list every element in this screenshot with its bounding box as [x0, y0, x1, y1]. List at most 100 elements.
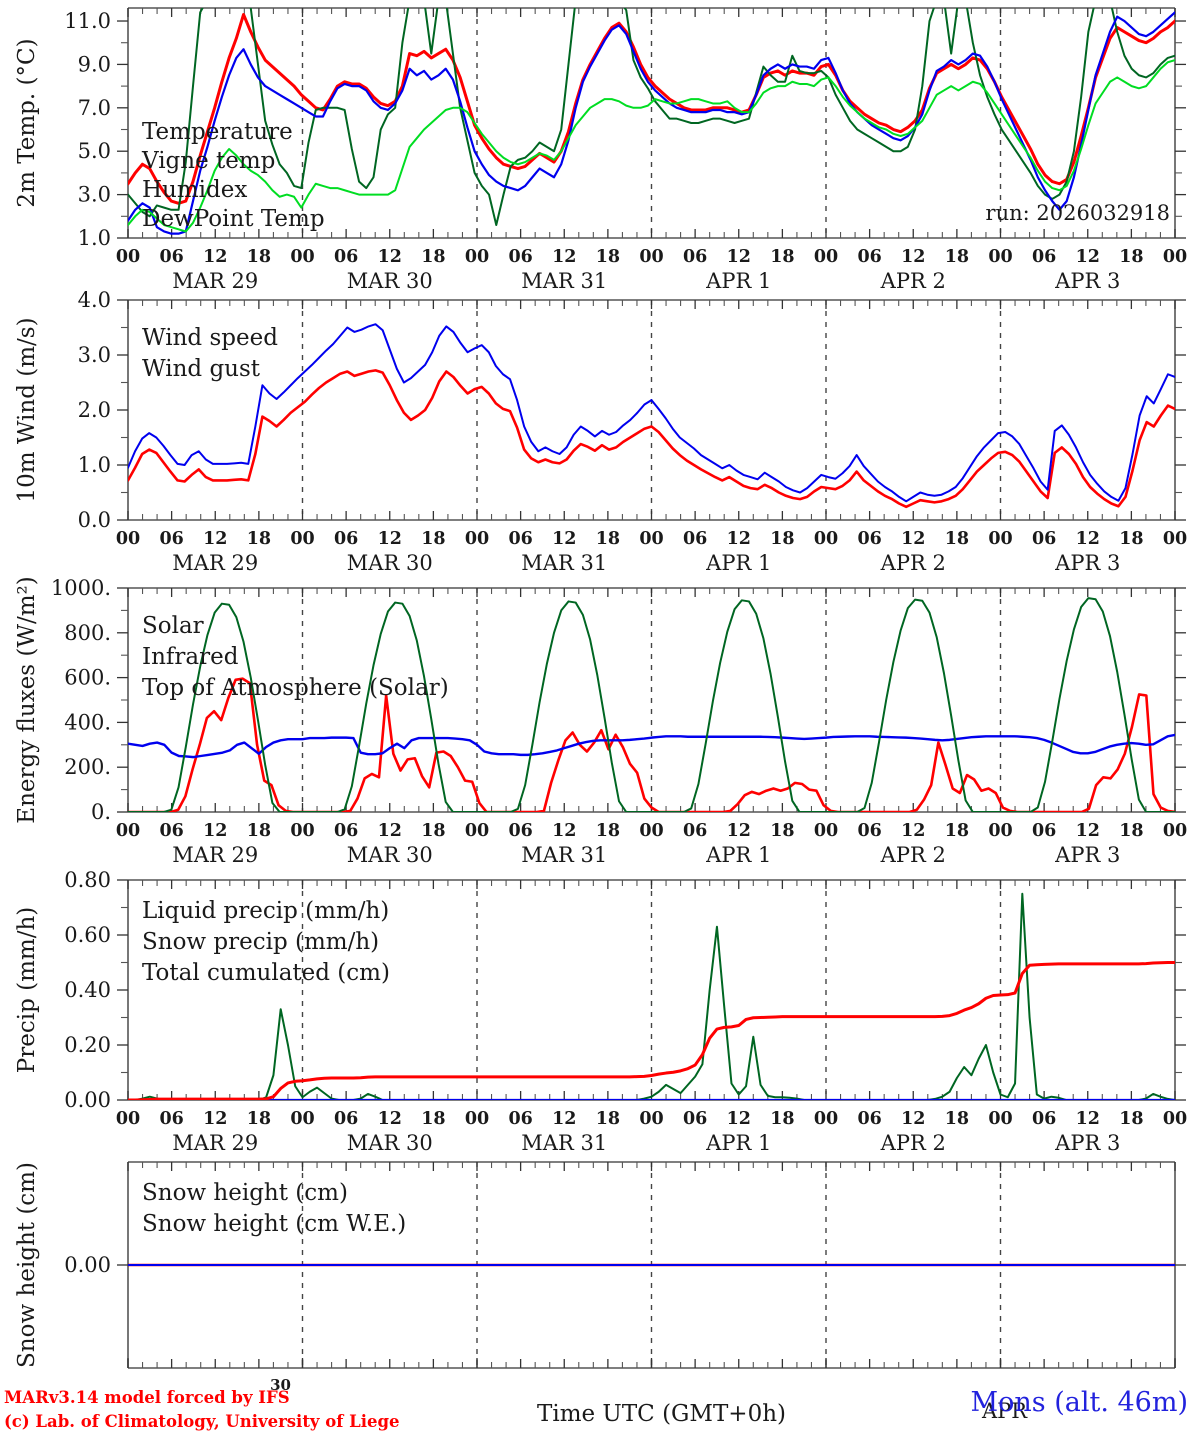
- x-hour-label: 06: [857, 247, 881, 267]
- x-axis-labels-temperature: 00 06 12 18 00 06 12 18 00 06 12 18 00 06 12 18 00 06 12 18…: [116, 247, 1187, 293]
- y-tick-label: 600.: [64, 666, 111, 690]
- legend-label: Snow precip (mm/h): [142, 929, 379, 955]
- x-axis-labels-wind: 00 06 12 18 00 06 12 18 00 06 12 18 00 06 12 18 00 06 12 18…: [116, 529, 1187, 575]
- x-day-label: MAR 30: [347, 1131, 433, 1155]
- y-tick-label: 0.00: [64, 1253, 111, 1277]
- x-hour-label: 18: [247, 529, 271, 549]
- series-solar: [128, 677, 1175, 812]
- x-hour-label: 00: [988, 821, 1012, 841]
- x-day-label: MAR 30: [347, 843, 433, 867]
- x-hour-label: 18: [421, 529, 445, 549]
- x-hour-label: 00: [116, 529, 140, 549]
- x-hour-label: 18: [945, 821, 969, 841]
- x-hour-label: 12: [1076, 821, 1100, 841]
- footer-credit-line: (c) Lab. of Climatology, University of L…: [4, 1412, 400, 1431]
- x-hour-label: 06: [683, 529, 707, 549]
- bottom-overlap-apr-label: APR: [981, 1399, 1028, 1423]
- x-hour-label: 18: [945, 529, 969, 549]
- x-hour-label: 12: [203, 821, 227, 841]
- y-tick-label: 1000.: [51, 576, 111, 600]
- x-hour-label: 00: [290, 1109, 314, 1129]
- panel-temperature: 1.0 3.0 5.0 7.0 9.0 11.0 2m Temp. (°C) Temperat…: [14, 7, 1187, 293]
- x-hour-label: 12: [552, 529, 576, 549]
- y-tick-label: 0.20: [64, 1033, 111, 1057]
- x-hour-label: 12: [378, 1109, 402, 1129]
- x-day-label: APR 1: [705, 843, 771, 867]
- x-hour-label: 06: [1032, 529, 1056, 549]
- y-tick-label: 0.80: [64, 868, 111, 892]
- x-day-label: APR 3: [1054, 551, 1120, 575]
- x-axis-title: Time UTC (GMT+0h): [537, 1401, 786, 1427]
- x-hour-label: 00: [639, 529, 663, 549]
- x-hour-label: 12: [1076, 247, 1100, 267]
- x-hour-label: 18: [770, 821, 794, 841]
- x-day-label: MAR 29: [172, 269, 258, 293]
- x-day-label: MAR 31: [521, 551, 607, 575]
- footer-model-line: MARv3.14 model forced by IFS: [4, 1388, 290, 1407]
- y-axis-title: 10m Wind (m/s): [14, 317, 40, 502]
- x-hour-label: 00: [1163, 529, 1187, 549]
- legend-temperature: Temperature Vigne temp Humidex DewPoint Tem…: [141, 119, 325, 232]
- x-hour-label: 18: [1119, 529, 1143, 549]
- y-tick-label: 7.0: [78, 96, 111, 120]
- x-hour-label: 12: [727, 1109, 751, 1129]
- x-day-label: MAR 29: [172, 843, 258, 867]
- x-day-label: APR 2: [880, 269, 946, 293]
- legend-snow_height: Snow height (cm) Snow height (cm W.E.): [142, 1180, 406, 1237]
- x-hour-label: 18: [421, 1109, 445, 1129]
- series-group-precip: [128, 892, 1175, 1100]
- run-annotation: run: 2026032918: [986, 201, 1170, 225]
- legend-energy: Solar Infrared Top of Atmosphere (Solar): [142, 613, 449, 701]
- y-tick-label: 3.0: [78, 343, 111, 367]
- series-humidex: [128, 11, 1175, 235]
- y-axis-title: Energy fluxes (W/m²): [14, 576, 40, 823]
- x-hour-label: 12: [203, 1109, 227, 1129]
- x-hour-label: 18: [1119, 1109, 1143, 1129]
- x-day-label: APR 1: [705, 1131, 771, 1155]
- x-hour-label: 06: [334, 821, 358, 841]
- legend-label: Temperature: [142, 119, 293, 145]
- y-tick-label: 9.0: [78, 52, 111, 76]
- x-hour-label: 06: [508, 529, 532, 549]
- series-group-energy: [128, 597, 1175, 812]
- x-hour-label: 00: [1163, 1109, 1187, 1129]
- legend-label: Wind speed: [142, 325, 278, 351]
- x-hour-label: 06: [508, 247, 532, 267]
- x-hour-label: 18: [1119, 821, 1143, 841]
- x-hour-label: 12: [901, 821, 925, 841]
- series-liquid-precip-mm-h: [128, 892, 1175, 1100]
- series-group-wind: [128, 323, 1175, 509]
- x-hour-label: 00: [1163, 821, 1187, 841]
- x-day-label: APR 3: [1054, 843, 1120, 867]
- x-hour-label: 06: [334, 529, 358, 549]
- x-hour-label: 00: [988, 247, 1012, 267]
- legend-label: Liquid precip (mm/h): [142, 898, 389, 924]
- series-vigne-temp: [128, 8, 1175, 226]
- y-tick-label: 400.: [64, 710, 111, 734]
- legend-label: Top of Atmosphere (Solar): [142, 675, 449, 701]
- x-hour-label: 18: [1119, 247, 1143, 267]
- y-tick-label: 1.0: [78, 226, 111, 250]
- x-day-label: MAR 29: [172, 551, 258, 575]
- x-hour-label: 00: [988, 1109, 1012, 1129]
- x-hour-label: 00: [116, 247, 140, 267]
- x-hour-label: 00: [290, 821, 314, 841]
- x-day-label: APR 3: [1054, 269, 1120, 293]
- legend-precip: Liquid precip (mm/h) Snow precip (mm/h) To…: [142, 898, 390, 986]
- x-day-label: APR 3: [1054, 1131, 1120, 1155]
- y-tick-label: 0.00: [64, 1088, 111, 1112]
- series-wind-gust: [128, 323, 1175, 503]
- y-tick-label: 800.: [64, 621, 111, 645]
- run-label: run: 2026032918: [986, 201, 1170, 225]
- x-hour-label: 18: [247, 821, 271, 841]
- bottom-axis: 30 Time UTC (GMT+0h) APR: [127, 1358, 1176, 1427]
- legend-label: DewPoint Temp: [142, 206, 325, 232]
- x-hour-label: 06: [159, 529, 183, 549]
- x-hour-label: 06: [1032, 821, 1056, 841]
- legend-label: Solar: [142, 613, 204, 639]
- x-day-label: APR 1: [705, 269, 771, 293]
- x-hour-label: 12: [901, 1109, 925, 1129]
- x-hour-label: 00: [814, 529, 838, 549]
- x-day-label: MAR 31: [521, 269, 607, 293]
